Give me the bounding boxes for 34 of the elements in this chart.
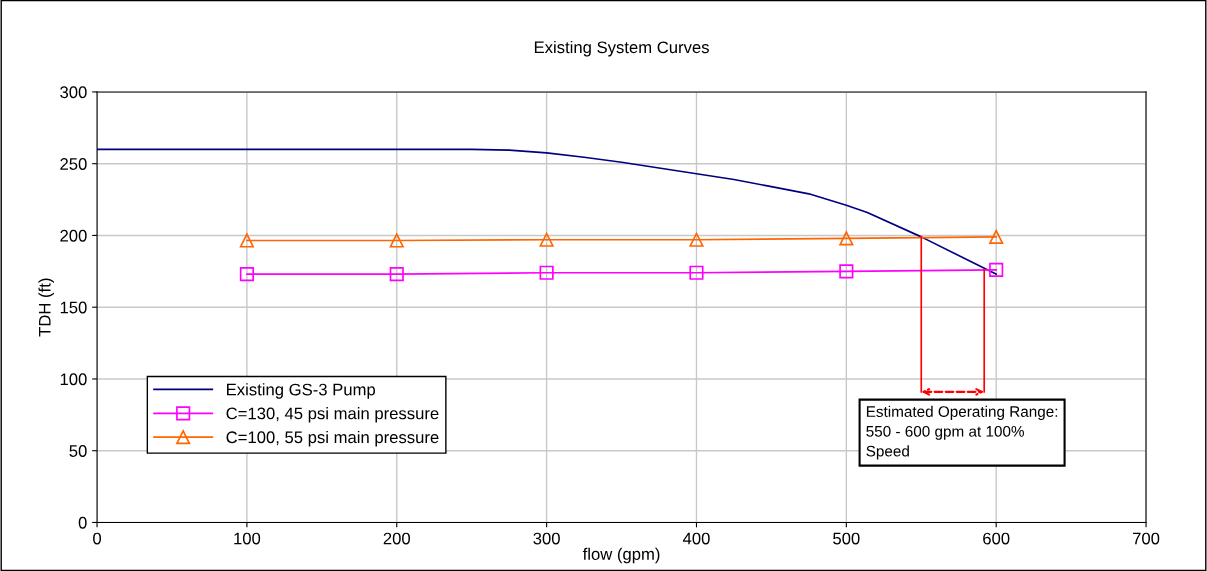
x-tick-label: 500 xyxy=(833,532,860,545)
y-tick-label: 0 xyxy=(78,516,87,529)
y-tick-label: 100 xyxy=(60,373,87,386)
point xyxy=(539,265,554,280)
legend-label: C=100, 55 psi main pressure xyxy=(226,430,439,447)
point xyxy=(389,267,404,282)
point xyxy=(689,265,704,280)
x-tick-label: 100 xyxy=(234,532,261,545)
legend-label: C=130, 45 psi main pressure xyxy=(226,407,439,423)
y-tick-label: 200 xyxy=(60,229,87,242)
x-tick-label: 300 xyxy=(533,532,560,545)
x-tick-label: 200 xyxy=(383,532,411,545)
x-tick-label: 700 xyxy=(1133,532,1160,545)
point xyxy=(839,264,854,279)
x-tick-label: 0 xyxy=(93,532,102,545)
y-tick-label: 300 xyxy=(60,86,87,99)
point xyxy=(239,267,254,282)
x-axis-title: flow (gpm) xyxy=(582,547,660,564)
point xyxy=(239,233,254,248)
y-axis-title: TDH (ft) xyxy=(38,278,54,337)
point xyxy=(689,232,704,247)
point xyxy=(539,232,554,247)
x-tick-label: 600 xyxy=(983,532,1010,545)
point xyxy=(839,231,854,246)
point xyxy=(989,229,1004,244)
y-tick-label: 50 xyxy=(69,445,87,457)
y-tick-label: 150 xyxy=(60,301,87,314)
point xyxy=(389,233,404,248)
y-tick-label: 250 xyxy=(60,158,87,170)
point xyxy=(989,262,1004,277)
chart-title: Existing System Curves xyxy=(534,40,709,57)
annotation: Estimated Operating Range: 550 - 600 gpm at 100% Speed xyxy=(866,405,1058,460)
legend-label: Existing GS-3 Pump xyxy=(227,383,376,399)
x-tick-label: 400 xyxy=(682,532,710,545)
